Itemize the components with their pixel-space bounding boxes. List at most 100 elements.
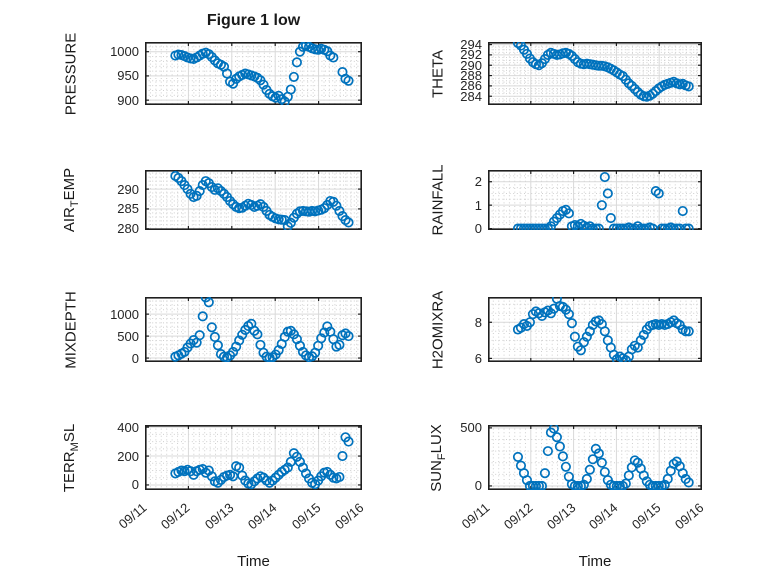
ytick-label-pressure: 1000 <box>110 44 139 60</box>
data-point <box>683 81 694 92</box>
data-point <box>255 199 266 210</box>
ytick-label-terr_msl: 400 <box>117 419 139 435</box>
data-point <box>677 205 688 217</box>
subplot-h2omixra <box>488 297 702 362</box>
subplot-sun_flux <box>488 425 702 490</box>
xtick-label: 09/16 <box>331 499 367 533</box>
data-point <box>587 454 598 465</box>
ytick-label-theta: 294 <box>460 37 482 53</box>
ytick-label-air_temp: 280 <box>117 221 139 237</box>
data-point <box>635 335 646 346</box>
data-point <box>334 471 345 483</box>
xtick-label: 09/14 <box>586 499 621 533</box>
data-point <box>587 223 598 230</box>
ytick-label-pressure: 900 <box>117 92 139 108</box>
data-point <box>291 57 302 68</box>
data-point <box>533 308 544 319</box>
xtick-label: 09/13 <box>543 499 579 533</box>
data-point <box>282 462 293 473</box>
data-point <box>581 331 592 342</box>
y-axis-label-h2omixra: H2OMIXRA <box>429 290 447 369</box>
data-point <box>258 472 269 483</box>
data-point <box>590 223 601 230</box>
subplot-theta <box>488 42 702 105</box>
data-point <box>343 436 354 447</box>
xtick-label: 09/13 <box>201 499 237 533</box>
data-point <box>680 326 691 337</box>
ytick-label-rainfall: 1 <box>474 197 482 213</box>
data-point <box>197 311 208 322</box>
data-point <box>593 223 604 230</box>
ytick-label-air_temp: 285 <box>117 201 139 217</box>
data-point <box>626 80 637 91</box>
data-point <box>617 353 628 362</box>
data-point <box>596 457 607 468</box>
data-point <box>212 340 223 351</box>
data-point <box>328 52 339 63</box>
ytick-label-theta: 288 <box>460 68 482 84</box>
data-point <box>270 472 281 483</box>
data-point <box>188 334 199 346</box>
xtick-label: 09/16 <box>671 499 707 533</box>
ytick-label-h2omixra: 8 <box>474 314 482 330</box>
data-point <box>533 480 544 490</box>
data-point <box>279 331 290 343</box>
data-point <box>584 464 595 475</box>
ytick-label-rainfall: 2 <box>474 174 482 190</box>
figure-title: Figure 1 low <box>206 12 301 29</box>
data-point <box>563 309 574 320</box>
data-point <box>581 473 592 485</box>
data-point <box>340 328 351 339</box>
xtick-label: 09/11 <box>458 499 493 532</box>
data-point <box>331 200 342 211</box>
data-point <box>653 188 664 199</box>
data-point <box>300 468 312 479</box>
data-point <box>173 172 184 183</box>
data-point <box>629 83 640 95</box>
data-point <box>288 71 299 82</box>
ytick-label-mixdepth: 0 <box>131 350 139 366</box>
data-point <box>548 425 559 434</box>
data-point <box>536 480 547 490</box>
data-point <box>194 330 205 341</box>
data-point <box>605 212 616 224</box>
data-point <box>297 462 309 473</box>
data-point <box>578 479 589 490</box>
data-point <box>677 468 688 479</box>
data-point <box>632 457 643 468</box>
data-point <box>273 469 284 480</box>
data-point <box>599 466 610 478</box>
data-point <box>599 171 610 183</box>
data-point <box>252 329 263 340</box>
data-point <box>334 339 345 350</box>
data-point <box>319 203 330 214</box>
ytick-label-air_temp: 290 <box>117 181 139 197</box>
y-axis-label-rainfall: RAINFALL <box>429 164 447 236</box>
data-point <box>228 346 239 357</box>
data-point <box>614 480 625 490</box>
data-point <box>536 223 547 230</box>
data-point <box>291 451 302 462</box>
data-point <box>527 309 538 320</box>
data-point <box>578 337 589 348</box>
ytick-label-h2omixra: 6 <box>474 350 482 366</box>
data-point <box>334 205 345 216</box>
data-point <box>542 305 553 316</box>
y-axis-label-sun_flux: SUNFLUX <box>428 423 448 492</box>
subplot-terr_msl <box>145 425 362 490</box>
data-point <box>548 303 559 314</box>
data-point <box>185 188 196 199</box>
data-point <box>322 321 333 332</box>
data-point <box>225 195 236 207</box>
data-point <box>560 461 571 472</box>
y-axis-label-air_temp: AIRTEMP <box>61 167 81 233</box>
data-point <box>267 352 278 362</box>
data-point <box>539 468 550 479</box>
subplot-rainfall <box>488 170 702 230</box>
data-point <box>246 479 257 490</box>
data-point <box>599 326 610 337</box>
data-point <box>623 470 634 481</box>
xtick-label: 09/15 <box>288 499 324 533</box>
data-point <box>563 208 574 219</box>
